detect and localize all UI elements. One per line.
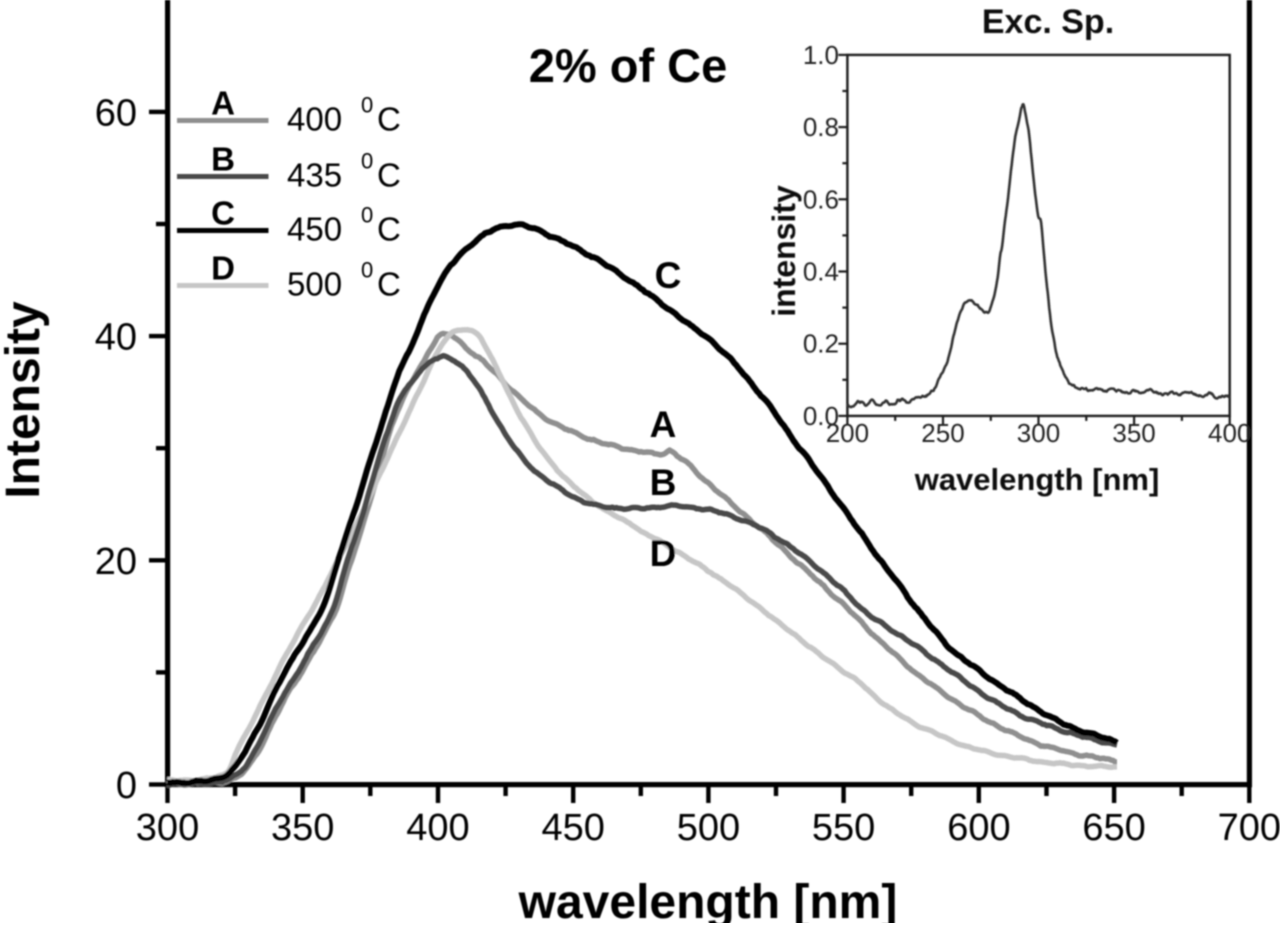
svg-text:0.0: 0.0 bbox=[803, 401, 839, 431]
svg-text:550: 550 bbox=[812, 807, 875, 849]
svg-text:A: A bbox=[650, 404, 677, 445]
svg-text:Exc. Sp.: Exc. Sp. bbox=[982, 3, 1114, 41]
svg-text:C: C bbox=[377, 157, 401, 194]
svg-text:0: 0 bbox=[361, 93, 373, 118]
svg-text:0.8: 0.8 bbox=[803, 112, 839, 142]
svg-text:D: D bbox=[650, 533, 677, 574]
svg-text:0.4: 0.4 bbox=[803, 257, 839, 287]
svg-text:60: 60 bbox=[95, 92, 137, 134]
svg-text:wavelength [nm]: wavelength [nm] bbox=[914, 462, 1160, 497]
svg-text:350: 350 bbox=[1112, 418, 1155, 448]
svg-text:500: 500 bbox=[677, 807, 740, 849]
svg-text:650: 650 bbox=[1082, 807, 1145, 849]
svg-text:C: C bbox=[377, 101, 401, 138]
svg-text:C: C bbox=[655, 255, 682, 296]
svg-text:200: 200 bbox=[826, 418, 869, 448]
svg-text:350: 350 bbox=[271, 807, 334, 849]
svg-text:400: 400 bbox=[1208, 418, 1251, 448]
svg-text:700: 700 bbox=[1218, 807, 1280, 849]
svg-text:0: 0 bbox=[361, 258, 373, 283]
svg-text:0: 0 bbox=[361, 149, 373, 174]
svg-text:0.2: 0.2 bbox=[803, 329, 839, 359]
svg-text:40: 40 bbox=[95, 317, 137, 359]
svg-text:400: 400 bbox=[287, 101, 342, 138]
svg-text:Intensity: Intensity bbox=[0, 301, 50, 499]
svg-text:2% of Ce: 2% of Ce bbox=[529, 39, 728, 92]
svg-text:intensity: intensity bbox=[766, 185, 802, 317]
svg-text:0: 0 bbox=[116, 765, 137, 807]
svg-text:D: D bbox=[211, 250, 235, 287]
svg-text:450: 450 bbox=[541, 807, 604, 849]
svg-text:0: 0 bbox=[361, 203, 373, 228]
svg-text:250: 250 bbox=[921, 418, 964, 448]
svg-text:A: A bbox=[211, 85, 235, 122]
svg-text:1.0: 1.0 bbox=[803, 40, 839, 70]
svg-text:0.6: 0.6 bbox=[803, 184, 839, 214]
svg-text:300: 300 bbox=[136, 807, 199, 849]
svg-text:450: 450 bbox=[287, 211, 342, 248]
svg-text:600: 600 bbox=[947, 807, 1010, 849]
svg-text:20: 20 bbox=[95, 541, 137, 583]
svg-text:C: C bbox=[377, 266, 401, 303]
svg-text:B: B bbox=[211, 141, 235, 178]
svg-text:435: 435 bbox=[287, 157, 342, 194]
svg-text:400: 400 bbox=[406, 807, 469, 849]
svg-text:C: C bbox=[377, 211, 401, 248]
svg-text:wavelength [nm]: wavelength [nm] bbox=[518, 876, 898, 923]
svg-text:500: 500 bbox=[287, 266, 342, 303]
svg-text:C: C bbox=[211, 195, 235, 232]
svg-text:B: B bbox=[650, 462, 677, 503]
svg-text:300: 300 bbox=[1017, 418, 1060, 448]
